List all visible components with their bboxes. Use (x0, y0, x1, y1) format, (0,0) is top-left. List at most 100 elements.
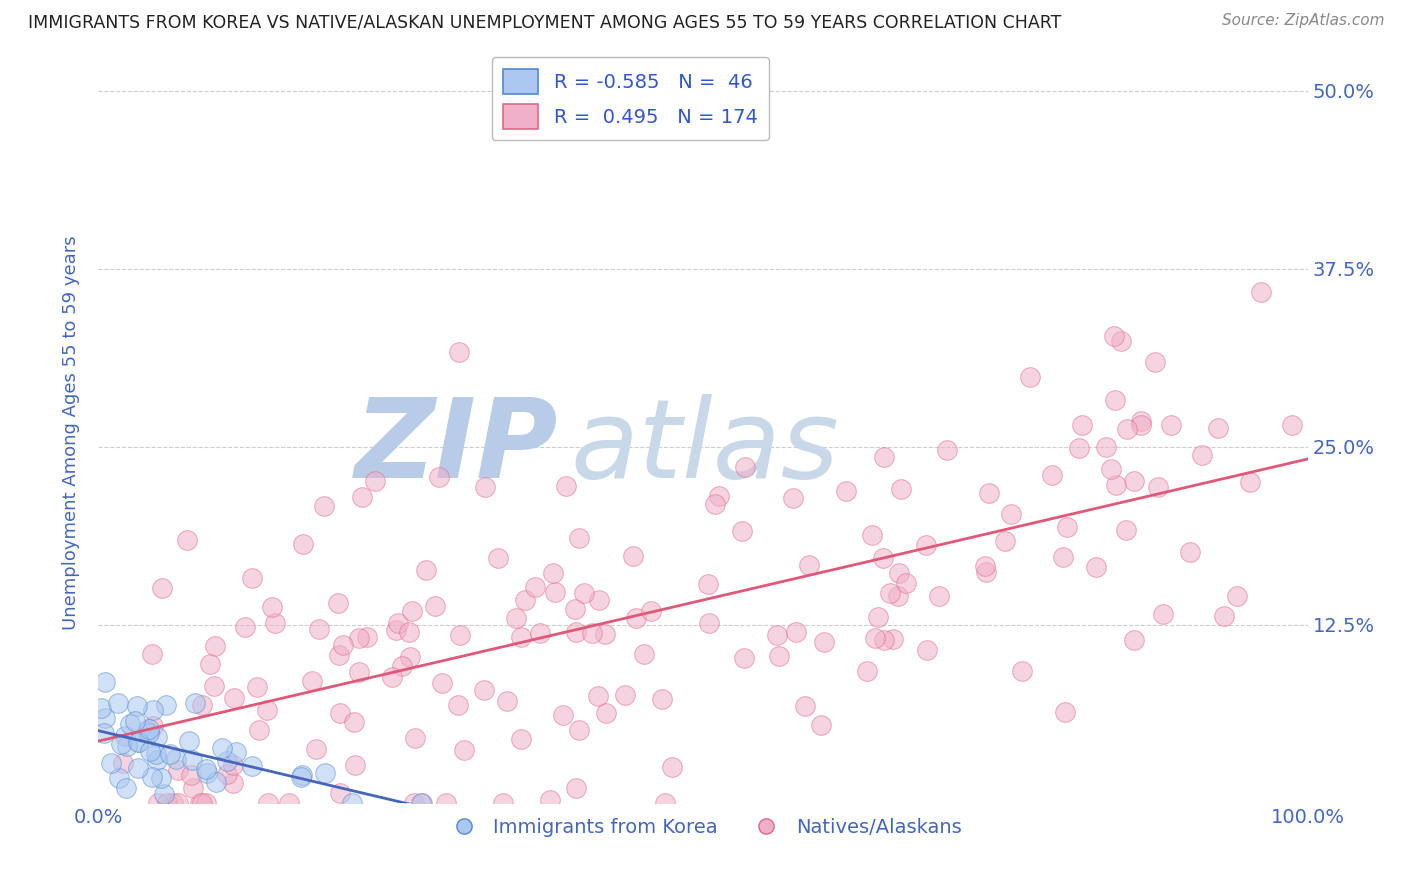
Point (155, 698, 177, 712)
Point (1084, 560, 1107, 574)
Point (194, 762, 217, 776)
Point (314, 766, 336, 780)
Point (564, 780, 586, 795)
Point (879, 586, 901, 600)
Point (326, 596, 349, 610)
Point (246, 680, 269, 694)
Point (110, 738, 132, 752)
Point (661, 760, 683, 774)
Point (856, 665, 879, 679)
Point (872, 551, 894, 566)
Point (588, 593, 610, 607)
Point (114, 729, 136, 743)
Text: atlas: atlas (569, 394, 838, 501)
Point (401, 604, 423, 618)
Point (181, 781, 204, 796)
Point (472, 683, 495, 698)
Point (141, 770, 163, 784)
Point (515, 593, 537, 607)
Point (233, 620, 256, 634)
Point (872, 450, 894, 464)
Point (768, 649, 790, 664)
Point (860, 527, 883, 541)
Point (384, 623, 406, 637)
Point (640, 604, 662, 618)
Point (145, 747, 167, 761)
Point (593, 627, 616, 641)
Point (1018, 369, 1040, 384)
Point (125, 698, 148, 713)
Point (404, 731, 426, 745)
Point (588, 690, 610, 704)
Point (621, 549, 644, 564)
Point (977, 486, 1000, 500)
Point (342, 714, 364, 729)
Point (277, 796, 299, 810)
Point (434, 796, 457, 810)
Point (1123, 474, 1146, 488)
Point (301, 673, 323, 688)
Point (314, 499, 336, 513)
Point (142, 719, 165, 733)
Point (153, 787, 176, 801)
Point (551, 708, 574, 723)
Point (581, 625, 603, 640)
Point (1104, 478, 1126, 492)
Point (1129, 418, 1152, 433)
Point (222, 691, 245, 706)
Y-axis label: Unemployment Among Ages 55 to 59 years: Unemployment Among Ages 55 to 59 years (62, 235, 80, 630)
Point (350, 490, 373, 504)
Point (538, 793, 561, 807)
Point (568, 531, 591, 545)
Point (200, 657, 222, 671)
Point (915, 642, 938, 657)
Point (564, 601, 586, 615)
Point (94, 711, 117, 725)
Point (1212, 609, 1234, 624)
Point (150, 581, 173, 595)
Point (1152, 607, 1174, 621)
Point (115, 739, 138, 754)
Point (205, 775, 228, 789)
Point (100, 756, 122, 771)
Point (1104, 392, 1126, 407)
Point (114, 781, 136, 796)
Point (449, 627, 471, 641)
Point (195, 766, 218, 780)
Point (1180, 545, 1202, 559)
Point (449, 344, 471, 359)
Point (613, 688, 636, 702)
Point (430, 676, 453, 690)
Point (415, 563, 437, 577)
Point (1000, 508, 1022, 522)
Point (191, 698, 214, 712)
Point (215, 755, 238, 769)
Point (1281, 417, 1303, 432)
Point (138, 722, 160, 736)
Point (1102, 329, 1125, 343)
Point (176, 533, 198, 548)
Point (188, 796, 211, 810)
Point (1040, 467, 1063, 482)
Point (202, 679, 225, 693)
Point (797, 558, 820, 572)
Point (1146, 480, 1168, 494)
Point (136, 724, 159, 739)
Point (1191, 448, 1213, 462)
Point (181, 753, 204, 767)
Point (1011, 664, 1033, 678)
Point (204, 639, 226, 653)
Point (257, 796, 280, 810)
Point (150, 771, 173, 785)
Point (595, 706, 617, 721)
Point (813, 635, 835, 649)
Point (1115, 523, 1137, 537)
Point (541, 566, 564, 581)
Point (195, 796, 218, 810)
Point (221, 758, 243, 772)
Point (894, 575, 917, 590)
Point (156, 796, 179, 810)
Point (1206, 421, 1229, 435)
Point (1111, 334, 1133, 349)
Point (1069, 441, 1091, 455)
